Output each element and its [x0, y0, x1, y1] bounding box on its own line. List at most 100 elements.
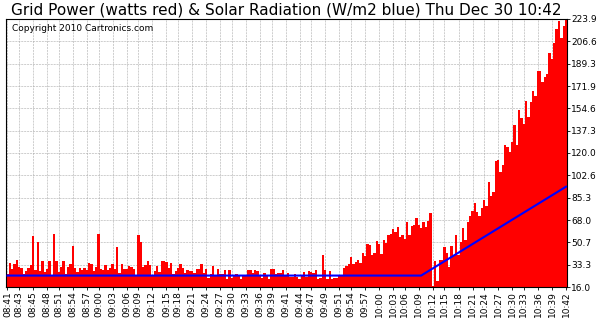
Bar — [67, 268, 70, 287]
Bar — [439, 260, 441, 287]
Bar — [149, 265, 151, 287]
Bar — [177, 268, 179, 287]
Bar — [469, 216, 472, 287]
Bar — [95, 267, 97, 287]
Bar — [313, 273, 315, 287]
Bar — [455, 235, 457, 287]
Bar — [553, 43, 556, 287]
Bar — [79, 268, 81, 287]
Bar — [490, 196, 493, 287]
Bar — [142, 268, 144, 287]
Bar — [242, 276, 245, 287]
Bar — [359, 263, 362, 287]
Bar — [493, 192, 495, 287]
Bar — [340, 276, 343, 287]
Bar — [481, 208, 483, 287]
Bar — [114, 269, 116, 287]
Bar — [315, 270, 317, 287]
Bar — [235, 274, 238, 287]
Bar — [25, 271, 28, 287]
Bar — [18, 267, 20, 287]
Bar — [462, 228, 464, 287]
Bar — [13, 264, 16, 287]
Bar — [298, 279, 301, 287]
Bar — [319, 277, 322, 287]
Bar — [366, 244, 368, 287]
Bar — [175, 271, 177, 287]
Bar — [488, 182, 490, 287]
Bar — [275, 274, 277, 287]
Bar — [254, 270, 256, 287]
Bar — [238, 275, 240, 287]
Bar — [140, 242, 142, 287]
Bar — [250, 270, 251, 287]
Bar — [548, 53, 551, 287]
Bar — [345, 266, 347, 287]
Bar — [271, 269, 273, 287]
Bar — [502, 164, 504, 287]
Bar — [229, 270, 230, 287]
Bar — [308, 270, 310, 287]
Bar — [478, 216, 481, 287]
Bar — [289, 277, 292, 287]
Bar — [121, 264, 123, 287]
Bar — [280, 273, 282, 287]
Bar — [541, 82, 544, 287]
Bar — [376, 241, 378, 287]
Bar — [527, 117, 530, 287]
Bar — [62, 261, 65, 287]
Bar — [331, 279, 334, 287]
Bar — [389, 234, 392, 287]
Bar — [443, 247, 446, 287]
Bar — [207, 278, 209, 287]
Bar — [104, 265, 107, 287]
Bar — [224, 270, 226, 287]
Bar — [268, 279, 271, 287]
Bar — [523, 124, 525, 287]
Bar — [51, 275, 53, 287]
Bar — [324, 270, 326, 287]
Bar — [188, 270, 191, 287]
Bar — [86, 270, 88, 287]
Bar — [58, 272, 60, 287]
Bar — [448, 267, 451, 287]
Bar — [546, 74, 548, 287]
Bar — [219, 275, 221, 287]
Bar — [378, 244, 380, 287]
Bar — [200, 264, 203, 287]
Bar — [495, 161, 497, 287]
Bar — [364, 256, 366, 287]
Bar — [368, 245, 371, 287]
Bar — [154, 271, 156, 287]
Bar — [525, 100, 527, 287]
Bar — [446, 253, 448, 287]
Bar — [520, 118, 523, 287]
Bar — [413, 225, 415, 287]
Bar — [514, 125, 516, 287]
Bar — [233, 276, 235, 287]
Bar — [401, 235, 404, 287]
Bar — [415, 218, 418, 287]
Bar — [539, 71, 541, 287]
Bar — [371, 255, 373, 287]
Bar — [472, 211, 474, 287]
Bar — [474, 203, 476, 287]
Bar — [125, 269, 128, 287]
Bar — [44, 272, 46, 287]
Bar — [357, 260, 359, 287]
Bar — [373, 253, 376, 287]
Bar — [544, 76, 546, 287]
Bar — [41, 261, 44, 287]
Bar — [464, 240, 467, 287]
Bar — [20, 268, 23, 287]
Bar — [23, 275, 25, 287]
Bar — [558, 21, 560, 287]
Bar — [65, 274, 67, 287]
Bar — [277, 273, 280, 287]
Bar — [8, 263, 11, 287]
Bar — [317, 279, 319, 287]
Bar — [116, 247, 118, 287]
Bar — [273, 269, 275, 287]
Bar — [350, 257, 352, 287]
Bar — [16, 260, 18, 287]
